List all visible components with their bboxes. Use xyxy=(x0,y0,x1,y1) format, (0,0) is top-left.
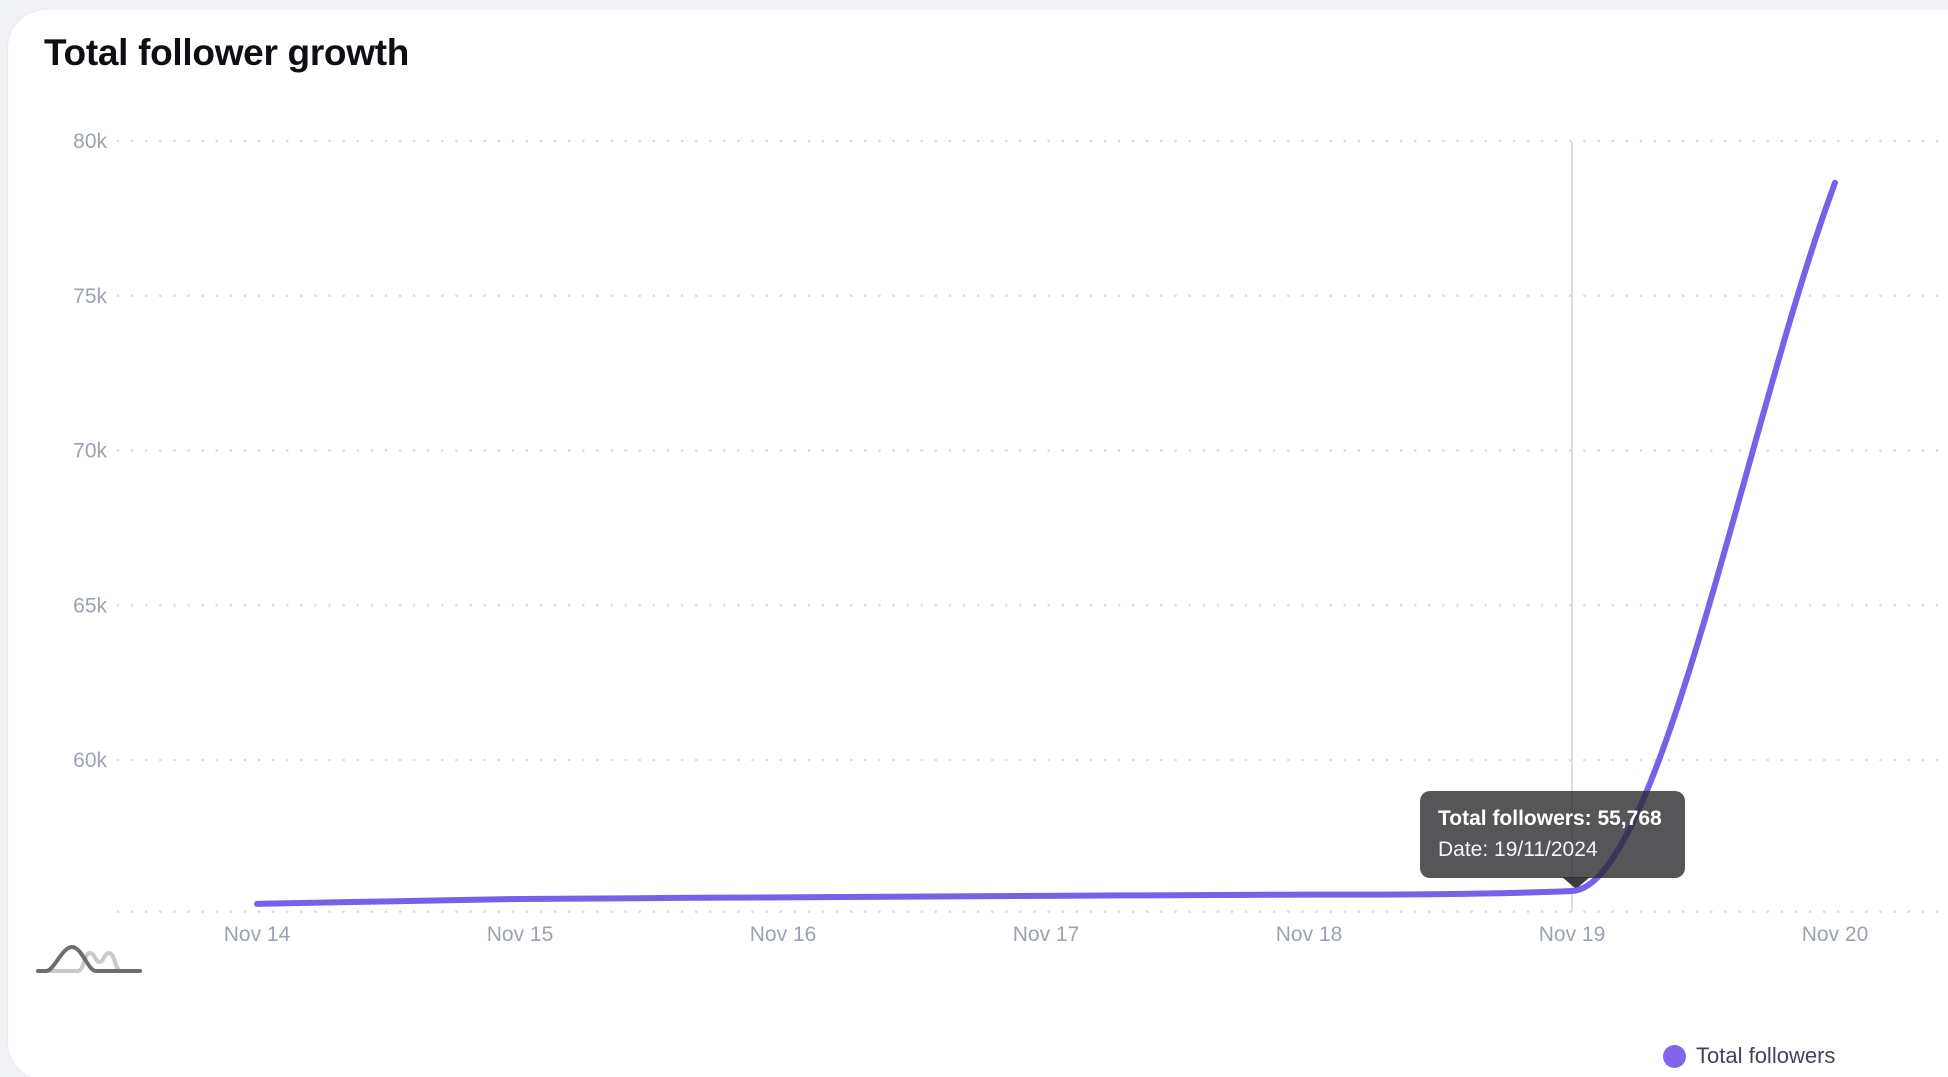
x-axis-tick-label: Nov 14 xyxy=(224,923,291,946)
x-axis-tick-label: Nov 20 xyxy=(1802,923,1869,946)
x-axis-tick-label: Nov 18 xyxy=(1276,923,1343,946)
x-axis-tick-label: Nov 17 xyxy=(1013,923,1080,946)
legend-dot-icon xyxy=(1663,1044,1686,1068)
legend-label: Total followers xyxy=(1696,1043,1836,1068)
x-axis-tick-label: Nov 19 xyxy=(1539,923,1606,946)
y-axis-tick-label: 70k xyxy=(73,440,107,463)
tooltip-date-text: Date: 19/11/2024 xyxy=(1438,838,1598,861)
y-axis-tick-label: 65k xyxy=(73,594,107,617)
tooltip-caret xyxy=(1562,877,1590,889)
followers-line-series[interactable] xyxy=(254,179,1838,907)
chart-title: Total follower growth xyxy=(44,32,410,73)
logo-dark-wave xyxy=(36,945,142,973)
y-axis-tick-label: 80k xyxy=(73,130,107,153)
y-axis-tick-label: 60k xyxy=(73,749,107,772)
chart-tooltip: Total followers: 55,768 Date: 19/11/2024 xyxy=(1420,791,1685,878)
y-axis-tick-label: 75k xyxy=(73,285,107,308)
chart-legend[interactable]: Total followers xyxy=(1663,1043,1835,1069)
tooltip-value-text: Total followers: 55,768 xyxy=(1438,807,1662,830)
brand-logo-waves-icon xyxy=(36,945,142,973)
x-axis-tick-label: Nov 16 xyxy=(750,923,817,946)
x-axis-tick-label: Nov 15 xyxy=(487,923,554,946)
